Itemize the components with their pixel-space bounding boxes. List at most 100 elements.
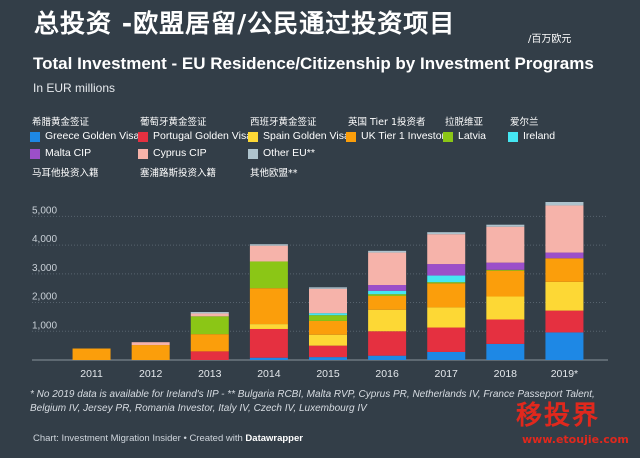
legend-item-uk: 英国 Tier 1投资者 UK Tier 1 Investor (346, 114, 471, 148)
bar-segment (309, 357, 347, 360)
bar-segment (545, 202, 584, 206)
legend-label-zh: 塞浦路斯投资入籍 (140, 168, 217, 179)
bar-segment (486, 269, 525, 271)
bar-segment (427, 327, 466, 352)
bar-segment (368, 285, 407, 291)
legend-label-zh: 拉脱维亚 (445, 117, 484, 128)
legend-label: Latvia (458, 130, 487, 142)
x-tick-label: 2018 (494, 368, 518, 380)
bar-segment (427, 275, 466, 283)
bar-segment (545, 252, 584, 259)
bar-segment (486, 224, 525, 227)
legend-item-latvia: 拉脱维亚 Latvia (443, 114, 568, 148)
legend-swatch (508, 132, 518, 142)
legend-swatch (443, 132, 453, 142)
bar-segment (72, 348, 111, 360)
bar-segment (190, 312, 229, 314)
legend-label-zh: 其他欧盟** (250, 168, 298, 179)
legend-label: Greece Golden Visa (45, 130, 140, 142)
legend-item-portugal: 葡萄牙黄金签证 Portugal Golden Visa (138, 114, 263, 148)
legend-swatch (30, 149, 40, 159)
legend-swatch (346, 132, 356, 142)
bar-segment (309, 315, 347, 321)
credit-brand: Datawrapper (245, 433, 303, 444)
bar-segment (486, 296, 525, 320)
watermark: 移投界 www.etoujie.com (494, 395, 634, 455)
x-tick-label: 2019* (551, 368, 578, 380)
chart-subtitle: In EUR millions (33, 81, 116, 95)
bar-segment (309, 313, 347, 316)
bar-segment (190, 334, 229, 352)
y-tick-label: 2,000 (32, 292, 57, 303)
bar-segment (309, 320, 347, 335)
bar-segment (486, 343, 525, 360)
legend-label: UK Tier 1 Investor (361, 130, 446, 142)
legend-item-spain: 西班牙黄金签证 Spain Golden Visa (248, 114, 373, 148)
legend-label: Cyprus CIP (153, 147, 207, 159)
bar-segment (427, 282, 466, 284)
legend-label-zh: 马耳他投资入籍 (32, 168, 99, 179)
y-tick-label: 1,000 (32, 320, 57, 331)
unit-label-chinese: /百万欧元 (528, 34, 572, 45)
legend-label-zh: 希腊黄金签证 (32, 117, 90, 128)
bar-segment (249, 328, 288, 358)
bar-segment (309, 288, 347, 314)
bar-segment (368, 295, 407, 310)
x-tick-label: 2015 (316, 368, 340, 380)
credit-line: Chart: Investment Migration Insider • Cr… (33, 433, 303, 444)
bar-segment (368, 294, 407, 296)
bar-segment (368, 250, 407, 253)
x-tick-label: 2014 (257, 368, 281, 380)
bar-segment (545, 205, 584, 253)
legend-label-zh: 西班牙黄金签证 (250, 117, 317, 128)
bar-segment (368, 290, 407, 295)
bar-segment (486, 319, 525, 344)
legend-label-zh: 葡萄牙黄金签证 (140, 117, 207, 128)
bar-segment (427, 234, 466, 265)
stacked-bar-chart: 1,000 2,000 3,000 4,000 5,000 2011 2012 2013 201… (32, 202, 608, 380)
bar-segment (486, 270, 525, 297)
bar-segment (545, 332, 584, 360)
bar-segment (249, 288, 288, 325)
bar-segment (190, 316, 229, 335)
legend-swatch (138, 132, 148, 142)
x-tick-label: 2017 (435, 368, 459, 380)
bar-segment (190, 351, 229, 360)
legend-swatch (248, 132, 258, 142)
legend-label: Ireland (523, 130, 556, 142)
bar-segment (368, 355, 407, 360)
bar-segment (131, 345, 170, 360)
bar-segment (131, 342, 170, 346)
bar-segment (249, 357, 288, 360)
y-tick-label: 3,000 (32, 263, 57, 274)
bar-segment (427, 307, 466, 328)
bar-segment (368, 309, 407, 332)
legend-item-cyprus: Cyprus CIP 塞浦路斯投资入籍 (138, 146, 263, 180)
chart-title-chinese: 总投资 -欧盟居留/公民通过投资项目 (34, 9, 456, 38)
bar-segment (427, 283, 466, 308)
legend-label: Spain Golden Visa (263, 130, 350, 142)
legend-label: Other EU** (263, 147, 315, 159)
legend-item-malta: Malta CIP 马耳他投资入籍 (30, 146, 155, 180)
footnote: * No 2019 data is available for Ireland'… (30, 389, 595, 414)
bar-segment (249, 245, 288, 262)
bar-segment (427, 351, 466, 360)
y-tick-label: 5,000 (32, 205, 57, 216)
bar-segment (545, 258, 584, 282)
bar-segment (368, 252, 407, 286)
bar-segment (309, 345, 347, 358)
watermark-url: www.etoujie.com (522, 433, 629, 446)
legend-swatch (30, 132, 40, 142)
credit-text: Chart: Investment Migration Insider • Cr… (33, 433, 246, 444)
bar-segment (486, 226, 525, 263)
bar-segment (190, 313, 229, 317)
bar-segment (249, 324, 288, 329)
legend-label: Malta CIP (45, 147, 92, 159)
bar-segment (249, 261, 288, 289)
bar-segment (368, 331, 407, 356)
bar-segment (309, 287, 347, 289)
x-tick-label: 2012 (139, 368, 163, 380)
legend-swatch (138, 149, 148, 159)
legend: 希腊黄金签证 Greece Golden Visa 葡萄牙黄金签证 Portug… (30, 114, 630, 180)
y-tick-label: 4,000 (32, 234, 57, 245)
